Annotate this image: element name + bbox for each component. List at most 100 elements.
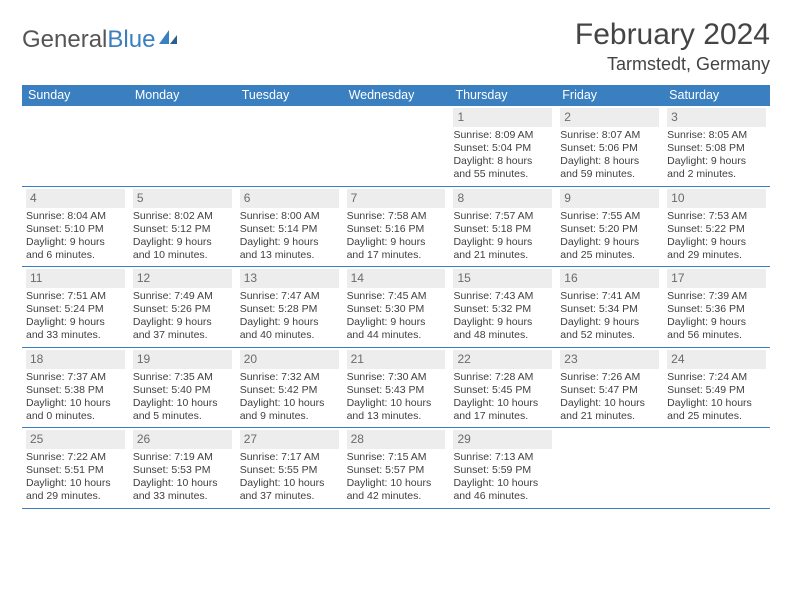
week-row: 18Sunrise: 7:37 AMSunset: 5:38 PMDayligh… [22, 348, 770, 429]
sunset-text: Sunset: 5:24 PM [26, 303, 125, 316]
month-title: February 2024 [575, 18, 770, 52]
day-number: 5 [133, 189, 232, 208]
sunset-text: Sunset: 5:18 PM [453, 223, 552, 236]
day-body: Sunrise: 7:57 AMSunset: 5:18 PMDaylight:… [453, 210, 552, 263]
daylight-text: Daylight: 9 hours and 17 minutes. [347, 236, 446, 262]
daylight-text: Daylight: 9 hours and 21 minutes. [453, 236, 552, 262]
day-number: 8 [453, 189, 552, 208]
daylight-text: Daylight: 10 hours and 5 minutes. [133, 397, 232, 423]
logo-sail-icon [157, 28, 179, 46]
day-cell: 20Sunrise: 7:32 AMSunset: 5:42 PMDayligh… [236, 348, 343, 428]
calendar-page: GeneralBlue February 2024 Tarmstedt, Ger… [0, 0, 792, 509]
day-body: Sunrise: 8:05 AMSunset: 5:08 PMDaylight:… [667, 129, 766, 182]
sunset-text: Sunset: 5:06 PM [560, 142, 659, 155]
daylight-text: Daylight: 10 hours and 29 minutes. [26, 477, 125, 503]
day-number: 1 [453, 108, 552, 127]
day-cell: 17Sunrise: 7:39 AMSunset: 5:36 PMDayligh… [663, 267, 770, 347]
calendar-grid: Sunday Monday Tuesday Wednesday Thursday… [22, 85, 770, 509]
sunset-text: Sunset: 5:32 PM [453, 303, 552, 316]
daylight-text: Daylight: 10 hours and 37 minutes. [240, 477, 339, 503]
sunrise-text: Sunrise: 7:58 AM [347, 210, 446, 223]
day-body: Sunrise: 7:17 AMSunset: 5:55 PMDaylight:… [240, 451, 339, 504]
day-body: Sunrise: 7:22 AMSunset: 5:51 PMDaylight:… [26, 451, 125, 504]
day-body: Sunrise: 7:51 AMSunset: 5:24 PMDaylight:… [26, 290, 125, 343]
daylight-text: Daylight: 9 hours and 56 minutes. [667, 316, 766, 342]
day-number: 28 [347, 430, 446, 449]
day-cell: 3 Sunrise: 8:05 AMSunset: 5:08 PMDaylight… [663, 106, 770, 186]
sunset-text: Sunset: 5:22 PM [667, 223, 766, 236]
day-cell: 24Sunrise: 7:24 AMSunset: 5:49 PMDayligh… [663, 348, 770, 428]
day-body: Sunrise: 7:32 AMSunset: 5:42 PMDaylight:… [240, 371, 339, 424]
day-cell: 1Sunrise: 8:09 AMSunset: 5:04 PMDaylight… [449, 106, 556, 186]
sunrise-text: Sunrise: 7:51 AM [26, 290, 125, 303]
day-cell: 19Sunrise: 7:35 AMSunset: 5:40 PMDayligh… [129, 348, 236, 428]
day-number: 26 [133, 430, 232, 449]
sunrise-text: Sunrise: 7:22 AM [26, 451, 125, 464]
day-cell: . [22, 106, 129, 186]
day-cell: 11 Sunrise: 7:51 AMSunset: 5:24 PMDayligh… [22, 267, 129, 347]
day-cell: 10Sunrise: 7:53 AMSunset: 5:22 PMDayligh… [663, 187, 770, 267]
sunset-text: Sunset: 5:30 PM [347, 303, 446, 316]
day-number: 7 [347, 189, 446, 208]
day-number: 3 [667, 108, 766, 127]
day-cell: . [556, 428, 663, 508]
day-number: 17 [667, 269, 766, 288]
day-cell: 27Sunrise: 7:17 AMSunset: 5:55 PMDayligh… [236, 428, 343, 508]
sunrise-text: Sunrise: 8:04 AM [26, 210, 125, 223]
day-of-week-header: Sunday Monday Tuesday Wednesday Thursday… [22, 85, 770, 106]
sunrise-text: Sunrise: 8:00 AM [240, 210, 339, 223]
week-row: ....1Sunrise: 8:09 AMSunset: 5:04 PMDayl… [22, 106, 770, 187]
day-body: Sunrise: 7:43 AMSunset: 5:32 PMDaylight:… [453, 290, 552, 343]
sunrise-text: Sunrise: 8:07 AM [560, 129, 659, 142]
sunrise-text: Sunrise: 7:24 AM [667, 371, 766, 384]
title-block: February 2024 Tarmstedt, Germany [575, 18, 770, 75]
daylight-text: Daylight: 10 hours and 9 minutes. [240, 397, 339, 423]
sunset-text: Sunset: 5:20 PM [560, 223, 659, 236]
day-body: Sunrise: 8:02 AMSunset: 5:12 PMDaylight:… [133, 210, 232, 263]
sunset-text: Sunset: 5:43 PM [347, 384, 446, 397]
day-cell: 15Sunrise: 7:43 AMSunset: 5:32 PMDayligh… [449, 267, 556, 347]
daylight-text: Daylight: 10 hours and 25 minutes. [667, 397, 766, 423]
sunrise-text: Sunrise: 7:45 AM [347, 290, 446, 303]
sunrise-text: Sunrise: 7:37 AM [26, 371, 125, 384]
day-body: Sunrise: 7:15 AMSunset: 5:57 PMDaylight:… [347, 451, 446, 504]
sunset-text: Sunset: 5:38 PM [26, 384, 125, 397]
logo-text-general: General [22, 26, 107, 54]
sunrise-text: Sunrise: 7:28 AM [453, 371, 552, 384]
day-body: Sunrise: 7:55 AMSunset: 5:20 PMDaylight:… [560, 210, 659, 263]
day-number: 24 [667, 350, 766, 369]
day-body: Sunrise: 8:04 AMSunset: 5:10 PMDaylight:… [26, 210, 125, 263]
sunset-text: Sunset: 5:36 PM [667, 303, 766, 316]
day-body: Sunrise: 7:28 AMSunset: 5:45 PMDaylight:… [453, 371, 552, 424]
day-number: 4 [26, 189, 125, 208]
day-body: Sunrise: 7:35 AMSunset: 5:40 PMDaylight:… [133, 371, 232, 424]
day-cell: 18Sunrise: 7:37 AMSunset: 5:38 PMDayligh… [22, 348, 129, 428]
sunrise-text: Sunrise: 7:49 AM [133, 290, 232, 303]
sunrise-text: Sunrise: 7:43 AM [453, 290, 552, 303]
daylight-text: Daylight: 9 hours and 29 minutes. [667, 236, 766, 262]
day-cell: 29Sunrise: 7:13 AMSunset: 5:59 PMDayligh… [449, 428, 556, 508]
daylight-text: Daylight: 9 hours and 13 minutes. [240, 236, 339, 262]
sunset-text: Sunset: 5:47 PM [560, 384, 659, 397]
day-cell: 5 Sunrise: 8:02 AMSunset: 5:12 PMDaylight… [129, 187, 236, 267]
sunrise-text: Sunrise: 7:13 AM [453, 451, 552, 464]
dow-thursday: Thursday [449, 85, 556, 106]
day-body: Sunrise: 7:26 AMSunset: 5:47 PMDaylight:… [560, 371, 659, 424]
sunrise-text: Sunrise: 7:35 AM [133, 371, 232, 384]
day-number: 13 [240, 269, 339, 288]
day-cell: . [343, 106, 450, 186]
sunset-text: Sunset: 5:55 PM [240, 464, 339, 477]
location: Tarmstedt, Germany [575, 54, 770, 75]
day-cell: 22Sunrise: 7:28 AMSunset: 5:45 PMDayligh… [449, 348, 556, 428]
sunset-text: Sunset: 5:42 PM [240, 384, 339, 397]
dow-wednesday: Wednesday [343, 85, 450, 106]
day-number: 11 [26, 269, 125, 288]
day-cell: 28 Sunrise: 7:15 AMSunset: 5:57 PMDayligh… [343, 428, 450, 508]
day-number: 9 [560, 189, 659, 208]
day-body: Sunrise: 7:13 AMSunset: 5:59 PMDaylight:… [453, 451, 552, 504]
day-cell: 8 Sunrise: 7:57 AMSunset: 5:18 PMDaylight… [449, 187, 556, 267]
sunrise-text: Sunrise: 7:32 AM [240, 371, 339, 384]
day-cell: 23Sunrise: 7:26 AMSunset: 5:47 PMDayligh… [556, 348, 663, 428]
daylight-text: Daylight: 9 hours and 48 minutes. [453, 316, 552, 342]
daylight-text: Daylight: 10 hours and 13 minutes. [347, 397, 446, 423]
